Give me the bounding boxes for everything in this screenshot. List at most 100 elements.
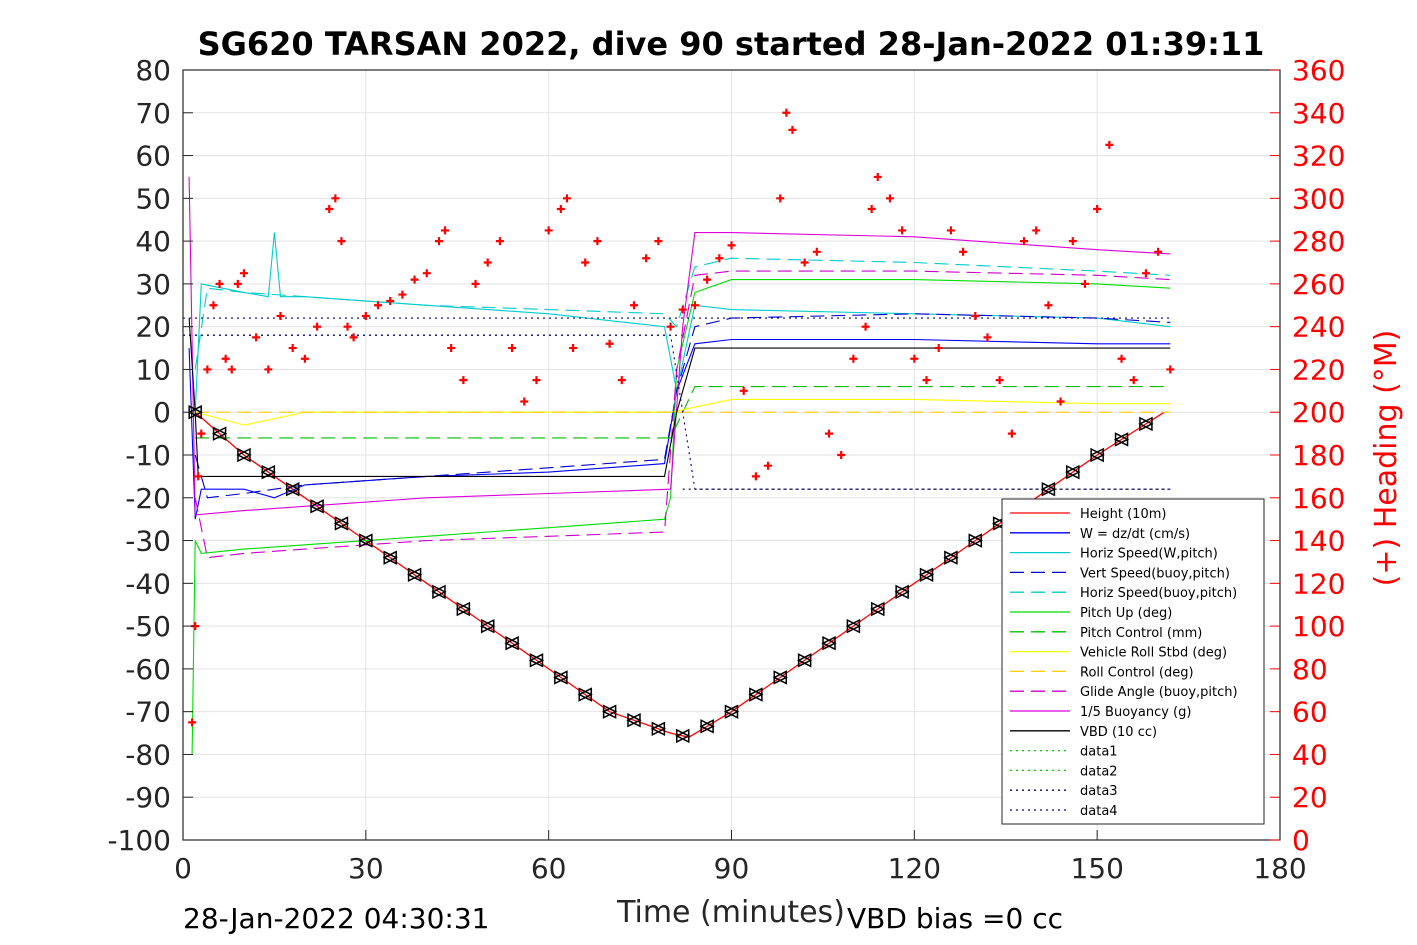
heading-point	[221, 354, 230, 363]
y-right-tick-label: 100	[1292, 610, 1345, 643]
heading-point	[837, 451, 846, 459]
heading-point	[1007, 429, 1016, 438]
heading-point	[1032, 226, 1041, 235]
heading-point	[447, 344, 456, 353]
y-axis-left: 80 70 60 50 40 30 20 10 0 -10 -20 -30 -40 -50 -60 -70 -8…	[107, 54, 193, 857]
heading-point	[782, 108, 791, 117]
heading-point	[666, 322, 675, 331]
y-axis-right: 3603403203002802602402202001801601401201…	[1270, 54, 1345, 857]
height-sample-marker	[553, 670, 569, 685]
y-right-tick-label: 220	[1292, 353, 1345, 386]
heading-point	[288, 344, 297, 353]
legend-label: Pitch Control (mm)	[1080, 626, 1202, 641]
y-tick-label: -80	[125, 738, 171, 771]
heading-point	[313, 322, 322, 331]
heading-point	[581, 258, 590, 267]
heading-point	[1141, 269, 1150, 278]
y-tick-label: -40	[125, 567, 171, 600]
height-sample-marker	[382, 550, 398, 565]
heading-point	[946, 226, 955, 235]
y-tick-label: 70	[135, 97, 171, 130]
heading-point	[617, 376, 626, 385]
x-tick-label: 0	[174, 852, 192, 885]
heading-point	[300, 354, 309, 363]
series-line	[191, 279, 1171, 755]
heading-point	[849, 354, 858, 363]
y-axis-right-label: (+) Heading (°M)	[1369, 330, 1404, 587]
heading-point	[812, 247, 821, 256]
height-sample-marker	[1113, 432, 1130, 447]
y-tick-label: -10	[125, 439, 171, 472]
heading-point	[971, 311, 980, 320]
heading-point	[331, 194, 340, 203]
heading-point	[194, 472, 203, 481]
y-tick-label: -20	[125, 482, 171, 515]
heading-point	[1020, 237, 1029, 246]
heading-point	[471, 279, 480, 288]
legend-label: Horiz Speed(W,pitch)	[1080, 547, 1218, 562]
y-tick-label: -30	[125, 525, 171, 558]
x-tick-label: 120	[888, 852, 941, 885]
heading-point	[520, 397, 529, 406]
heading-point	[349, 333, 358, 342]
heading-point	[605, 339, 614, 348]
heading-point	[325, 205, 334, 214]
heading-point	[690, 301, 699, 310]
heading-point	[654, 237, 663, 246]
series-line	[183, 334, 1171, 490]
y-tick-label: 30	[135, 268, 171, 301]
y-tick-label: 0	[153, 396, 171, 429]
heading-point	[495, 237, 504, 246]
y-tick-label: 20	[135, 311, 171, 344]
y-tick-label: 10	[135, 353, 171, 386]
height-sample-marker	[870, 601, 886, 617]
heading-point	[459, 376, 468, 385]
legend-label: Roll Control (deg)	[1080, 665, 1194, 680]
legend-label: data3	[1080, 784, 1118, 799]
heading-point	[374, 301, 383, 310]
legend-label: Pitch Up (deg)	[1080, 606, 1172, 621]
heading-point	[410, 275, 419, 284]
y-tick-label: 60	[135, 140, 171, 173]
heading-point	[422, 269, 431, 278]
heading-point	[922, 376, 931, 385]
height-sample-marker	[894, 584, 910, 600]
heading-point	[727, 241, 736, 250]
heading-point	[1093, 205, 1102, 214]
y-right-tick-label: 340	[1292, 97, 1345, 130]
y-tick-label: -90	[125, 781, 171, 814]
y-right-tick-label: 80	[1292, 653, 1328, 686]
y-right-tick-label: 120	[1292, 567, 1345, 600]
height-sample-marker	[675, 728, 691, 744]
heading-point	[1080, 279, 1089, 288]
legend: Height (10m) W = dz/dt (cm/s) Horiz Speed(…	[1001, 498, 1265, 825]
heading-point	[508, 344, 517, 353]
height-sample-marker	[309, 499, 325, 514]
y-right-tick-label: 0	[1292, 824, 1310, 857]
heading-point	[203, 365, 212, 374]
heading-point	[751, 472, 760, 481]
series-line	[195, 386, 1171, 439]
y-right-tick-label: 140	[1292, 525, 1345, 558]
legend-label: Vert Speed(buoy,pitch)	[1080, 566, 1230, 581]
series-line	[188, 176, 1171, 516]
heading-point	[337, 237, 346, 246]
height-sample-marker	[845, 618, 862, 634]
x-tick-label: 60	[531, 852, 567, 885]
heading-point	[885, 194, 894, 203]
height-sample-marker	[723, 704, 740, 719]
height-sample-marker	[918, 567, 935, 582]
heading-point	[867, 205, 876, 214]
y-right-tick-label: 280	[1292, 225, 1345, 258]
height-sample-marker	[406, 567, 423, 582]
series-line	[194, 257, 1171, 370]
height-sample-marker	[650, 721, 667, 736]
legend-label: data2	[1080, 764, 1118, 779]
heading-point	[1044, 301, 1053, 310]
heading-point	[861, 322, 870, 331]
heading-point	[483, 258, 492, 267]
x-tick-label: 180	[1253, 852, 1306, 885]
heading-point	[1068, 237, 1077, 246]
height-sample-marker	[577, 687, 593, 702]
